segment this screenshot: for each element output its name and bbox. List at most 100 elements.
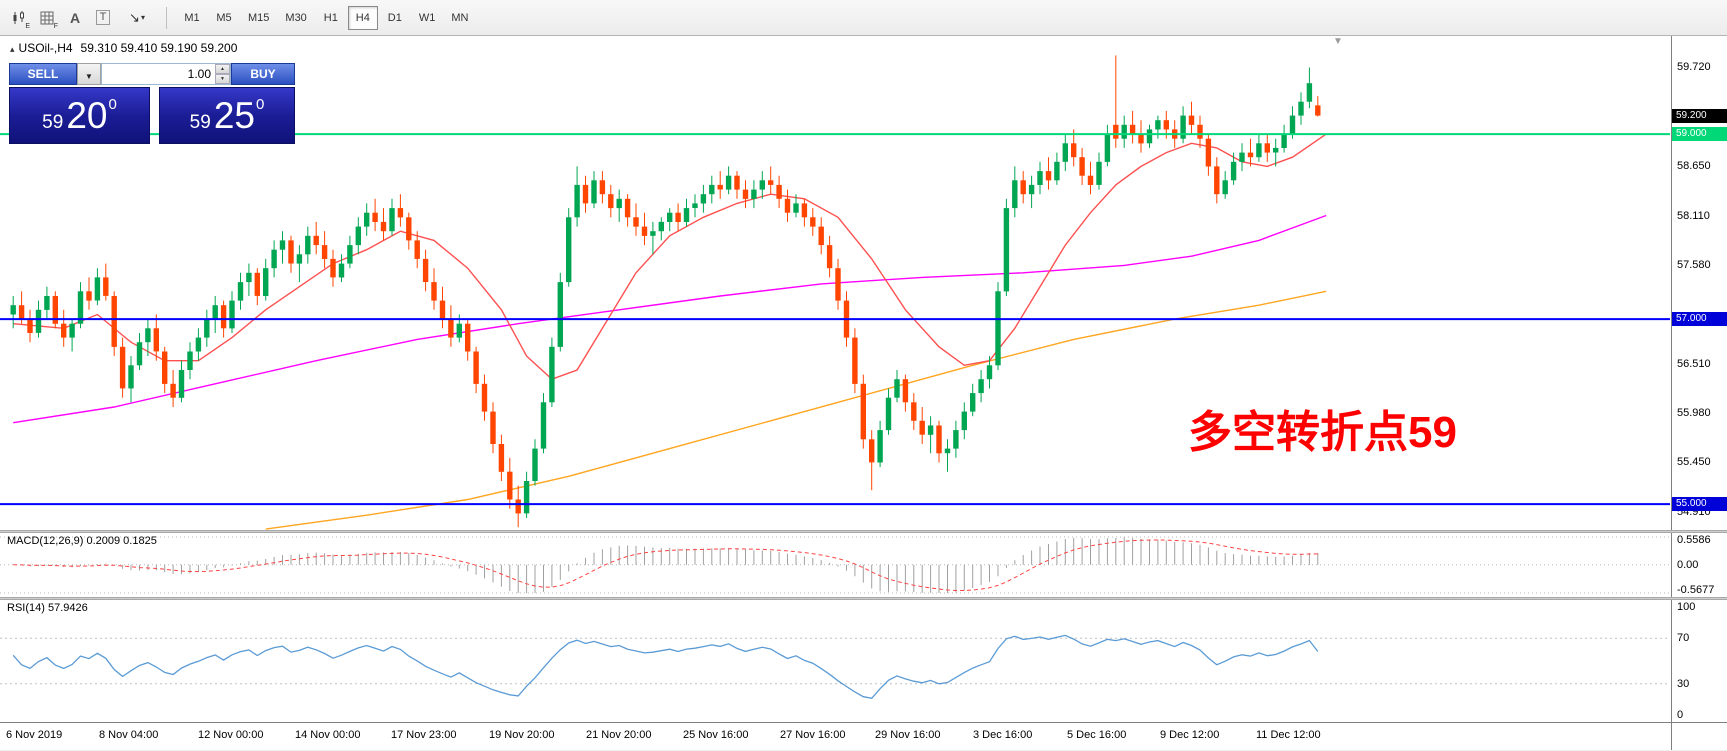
timeframe-button-m15[interactable]: M15 bbox=[241, 6, 276, 30]
time-axis-label: 9 Dec 12:00 bbox=[1160, 729, 1220, 741]
price-badge-current-price: 59.200 bbox=[1672, 108, 1727, 123]
rsi-line bbox=[12, 634, 1319, 700]
time-axis[interactable]: 6 Nov 2019 8 Nov 04:00 12 Nov 00:00 14 Nov … bbox=[0, 722, 1671, 750]
icon-subscript: E bbox=[25, 22, 30, 30]
candlestick-chart-icon bbox=[13, 10, 24, 24]
chart-shift-marker[interactable]: ▼ bbox=[1333, 36, 1343, 47]
price-tick: 58.650 bbox=[1677, 160, 1711, 173]
time-axis-label: 19 Nov 20:00 bbox=[489, 729, 555, 741]
timeframe-button-d1[interactable]: D1 bbox=[380, 6, 410, 30]
time-axis-label: 25 Nov 16:00 bbox=[683, 729, 749, 741]
sell-price-main: 59 bbox=[42, 112, 64, 133]
rsi-scale-tick: 70 bbox=[1677, 632, 1690, 645]
price-scale[interactable]: 59.720 58.650 58.110 57.580 56.510 55.980 55.4… bbox=[1671, 36, 1727, 530]
letter-a-glyph: A bbox=[69, 9, 81, 26]
arrow-glyph: ↘ bbox=[129, 9, 140, 25]
scale-corner bbox=[1671, 722, 1727, 750]
symbol-period-label: USOil-,H4 bbox=[18, 41, 73, 55]
chevron-down-icon: ▾ bbox=[140, 13, 145, 22]
rsi-label: RSI(14) 57.9426 bbox=[7, 602, 88, 614]
buy-button[interactable]: BUY bbox=[231, 63, 295, 85]
price-badge-level-55: 55.000 bbox=[1672, 497, 1727, 512]
chart-annotation: 多空转折点59 bbox=[1188, 408, 1457, 457]
timeframe-button-group: M1 M5 M15 M30 H1 H4 D1 W1 MN bbox=[177, 5, 475, 30]
label-tool-icon[interactable]: T bbox=[90, 5, 116, 31]
time-axis-label: 21 Nov 20:00 bbox=[586, 729, 652, 741]
cursor-tool-icon[interactable]: ↘ ▾ bbox=[118, 5, 156, 31]
volume-input[interactable] bbox=[102, 64, 215, 84]
timeframe-button-h1[interactable]: H1 bbox=[316, 6, 346, 30]
rsi-scale-tick: 100 bbox=[1677, 601, 1696, 613]
volume-dropdown-button[interactable]: ▼ bbox=[77, 63, 101, 85]
macd-pane: MACD(12,26,9) 0.2009 0.1825 bbox=[0, 533, 1671, 597]
toolbar-separator bbox=[166, 6, 167, 29]
ma-mid-magenta bbox=[13, 214, 1327, 424]
timeframe-button-mn[interactable]: MN bbox=[444, 6, 475, 30]
rsi-chart[interactable] bbox=[0, 600, 1670, 722]
sell-button[interactable]: SELL bbox=[9, 63, 77, 85]
grid-icon[interactable]: F bbox=[34, 5, 60, 31]
panel-splitter[interactable] bbox=[0, 530, 1727, 533]
time-axis-label: 6 Nov 2019 bbox=[6, 729, 63, 741]
timeframe-button-m30[interactable]: M30 bbox=[278, 6, 313, 30]
sell-price-sup: 0 bbox=[108, 96, 117, 113]
timeframe-button-m5[interactable]: M5 bbox=[209, 6, 239, 30]
buy-price-tile[interactable]: 59 25 0 bbox=[159, 87, 295, 144]
price-tick: 55.980 bbox=[1677, 407, 1711, 420]
macd-chart[interactable] bbox=[0, 533, 1670, 597]
time-axis-label: 5 Dec 16:00 bbox=[1067, 729, 1127, 741]
macd-scale-tick: -0.5677 bbox=[1677, 584, 1715, 596]
chart-title: ▴ USOil-,H4 59.310 59.410 59.190 59.200 bbox=[10, 41, 237, 55]
rsi-scale-tick: 30 bbox=[1677, 677, 1690, 690]
volume-spinner: ▲ ▼ bbox=[215, 64, 230, 84]
chart-workspace: ▴ USOil-,H4 59.310 59.410 59.190 59.200 ▼ … bbox=[0, 36, 1727, 750]
price-badge-level-59: 59.000 bbox=[1672, 127, 1727, 142]
chevron-down-icon: ▼ bbox=[85, 71, 93, 81]
macd-label: MACD(12,26,9) 0.2009 0.1825 bbox=[7, 535, 157, 547]
text-tool-icon[interactable]: A bbox=[62, 5, 88, 31]
price-tick: 55.450 bbox=[1677, 456, 1711, 469]
buy-price-sup: 0 bbox=[255, 96, 265, 113]
price-chart[interactable] bbox=[0, 36, 1670, 530]
collapse-chart-icon[interactable]: ▴ bbox=[10, 44, 15, 54]
time-axis-label: 3 Dec 16:00 bbox=[973, 729, 1033, 741]
ma-slow-orange bbox=[265, 290, 1327, 530]
volume-field-wrap: ▲ ▼ bbox=[101, 63, 231, 85]
price-badge-level-57: 57.000 bbox=[1672, 312, 1727, 327]
sell-price-tile[interactable]: 59 20 0 bbox=[9, 87, 150, 144]
volume-decrease-button[interactable]: ▼ bbox=[215, 74, 230, 84]
panel-splitter[interactable] bbox=[0, 597, 1727, 600]
volume-increase-button[interactable]: ▲ bbox=[215, 64, 230, 74]
indicators-icon[interactable]: E bbox=[6, 5, 32, 31]
macd-signal-line bbox=[13, 539, 1318, 591]
timeframe-button-w1[interactable]: W1 bbox=[412, 6, 443, 30]
buy-price-pips: 25 bbox=[213, 95, 255, 136]
macd-scale-tick: 0.5586 bbox=[1677, 534, 1711, 546]
time-axis-label: 8 Nov 04:00 bbox=[99, 729, 159, 741]
ohlc-values: 59.310 59.410 59.190 59.200 bbox=[80, 41, 238, 55]
price-tick: 58.110 bbox=[1677, 210, 1710, 223]
one-click-trading-panel: SELL ▼ ▲ ▼ BUY 59 20 0 bbox=[9, 63, 295, 144]
grid-glyph-icon bbox=[40, 11, 54, 24]
time-axis-label: 29 Nov 16:00 bbox=[875, 729, 941, 741]
time-axis-label: 17 Nov 23:00 bbox=[391, 729, 457, 741]
rsi-pane: RSI(14) 57.9426 bbox=[0, 600, 1671, 722]
rsi-scale-tick: 0 bbox=[1677, 709, 1684, 721]
icon-subscript: F bbox=[53, 22, 58, 30]
price-tick: 59.720 bbox=[1677, 61, 1711, 74]
price-tick: 57.580 bbox=[1677, 259, 1711, 272]
buy-price-main: 59 bbox=[189, 112, 211, 133]
timeframe-button-m1[interactable]: M1 bbox=[177, 6, 207, 30]
time-axis-label: 14 Nov 00:00 bbox=[295, 729, 361, 741]
letter-t-glyph: T bbox=[95, 10, 111, 25]
time-axis-label: 11 Dec 12:00 bbox=[1256, 729, 1321, 741]
ma-fast-red bbox=[13, 133, 1327, 381]
timeframe-button-h4[interactable]: H4 bbox=[347, 5, 378, 30]
sell-price-pips: 20 bbox=[66, 95, 108, 136]
main-chart-pane: ▴ USOil-,H4 59.310 59.410 59.190 59.200 ▼ … bbox=[0, 36, 1671, 530]
macd-scale[interactable]: 0.5586 0.00 -0.5677 bbox=[1671, 533, 1727, 597]
rsi-scale[interactable]: 100 70 30 0 bbox=[1671, 600, 1727, 722]
time-axis-label: 27 Nov 16:00 bbox=[780, 729, 846, 741]
top-toolbar: E F A T ↘ ▾ M1 M5 M15 M30 H1 H4 D1 W1 MN bbox=[0, 0, 1727, 36]
price-tick: 56.510 bbox=[1677, 358, 1711, 371]
